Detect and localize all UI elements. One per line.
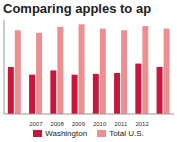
svg-text:2008: 2008 xyxy=(50,121,64,126)
svg-text:2009: 2009 xyxy=(72,121,86,126)
html-text:Washington: Washington xyxy=(45,128,88,138)
svg-text:2010: 2010 xyxy=(93,121,107,126)
html-text:Total U.S.: Total U.S. xyxy=(109,128,144,138)
html-text:Comparing apples to ap: Comparing apples to ap xyxy=(3,1,152,16)
svg-text:2011: 2011 xyxy=(114,121,128,126)
svg-text:2012: 2012 xyxy=(135,121,149,126)
svg-text:2007: 2007 xyxy=(29,121,43,126)
